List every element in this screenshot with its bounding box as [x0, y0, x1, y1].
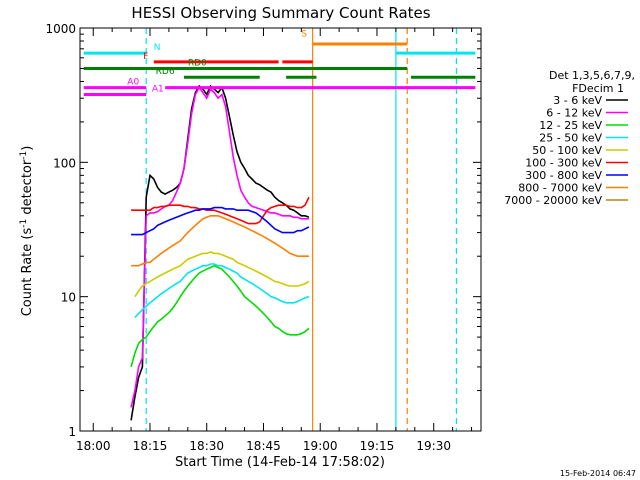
plot-frame — [79, 27, 482, 432]
y-tick-label-0: 1 — [68, 425, 76, 439]
legend-header-line-1: Det 1,3,5,6,7,9, — [549, 69, 635, 82]
y-axis-label-main: Count Rate (s — [20, 228, 35, 317]
x-tick-label-0: 18:00 — [76, 439, 111, 453]
x-tick-label-6: 19:30 — [416, 439, 451, 453]
legend-header-line-2: FDecim 1 — [572, 82, 624, 95]
x-tick-label-3: 18:45 — [246, 439, 281, 453]
flag-label-2: RD0 — [188, 58, 207, 68]
flag-label-5: A1 — [152, 84, 164, 94]
legend-label-4: 50 - 100 keV — [532, 144, 602, 157]
series-line-6 — [131, 206, 310, 236]
y-tick-label-1: 10 — [61, 291, 76, 305]
flag-label-0: N — [154, 43, 161, 53]
chart-title: HESSI Observing Summary Count Rates — [131, 4, 430, 22]
x-axis-ticks: 18:00 18:15 18:30 18:45 19:00 19:15 19:30 — [76, 28, 473, 453]
series-line-3 — [134, 263, 310, 319]
y-axis-label-sup1: -1 — [19, 219, 29, 228]
legend-label-3: 25 - 50 keV — [539, 132, 602, 145]
legend-label-8: 7000 - 20000 keV — [504, 194, 602, 207]
x-tick-label-4: 19:00 — [303, 439, 338, 453]
y-tick-label-3: 1000 — [45, 22, 76, 36]
legend-label-0: 3 - 6 keV — [553, 94, 602, 107]
y-axis-label: Count Rate (s-1 detector-1) — [19, 146, 35, 317]
y-axis-label-sup2: -1 — [19, 151, 29, 160]
series-lines — [130, 84, 310, 421]
series-line-0 — [130, 84, 310, 421]
flag-bars: NF RD0 RD6 A0 A1 S — [83, 30, 476, 96]
y-axis-ticks: 1 10 100 1000 — [45, 22, 481, 439]
y-axis-label-end: ) — [20, 146, 35, 151]
x-tick-label-5: 19:15 — [360, 439, 395, 453]
x-tick-label-2: 18:30 — [189, 439, 224, 453]
x-axis-label: Start Time (14-Feb-14 17:58:02) — [175, 455, 385, 470]
legend-label-7: 800 - 7000 keV — [518, 182, 602, 195]
series-line-2 — [130, 264, 310, 368]
flag-label-4: A0 — [127, 78, 139, 88]
series-line-7 — [131, 215, 309, 267]
legend-label-6: 300 - 800 keV — [525, 169, 602, 182]
y-axis-label-mid: detector — [20, 159, 35, 219]
series-line-1 — [130, 86, 309, 408]
flag-label-1: F — [143, 52, 148, 62]
generation-timestamp: 15-Feb-2014 06:47 — [560, 469, 636, 478]
flag-label-6: S — [301, 30, 307, 40]
y-tick-label-2: 100 — [53, 156, 76, 170]
legend-label-1: 6 - 12 keV — [546, 107, 602, 120]
x-tick-label-1: 18:15 — [133, 439, 168, 453]
legend-label-2: 12 - 25 keV — [539, 119, 602, 132]
series-line-4 — [134, 251, 310, 298]
flag-label-3: RD6 — [156, 67, 175, 77]
series-line-5 — [131, 196, 310, 225]
legend-label-5: 100 - 300 keV — [525, 157, 602, 170]
